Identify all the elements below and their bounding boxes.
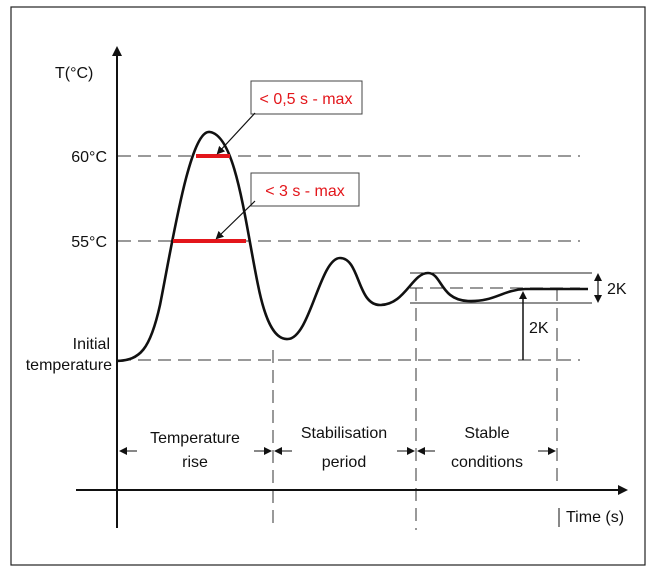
phase-stab-line1: Stabilisation (301, 425, 387, 442)
offset-label: 2K (529, 320, 549, 337)
callout-upper-text: < 0,5 s - max (260, 91, 353, 108)
label-initial-line1: Initial (73, 336, 110, 353)
callout-lower-box (250, 172, 360, 207)
y-axis-label: T(°C) (55, 65, 93, 82)
phase-stable-line1: Stable (464, 425, 509, 442)
callout-upper-pointer (216, 112, 256, 155)
label-55c: 55°C (71, 234, 107, 251)
callout-lower-text: < 3 s - max (265, 183, 345, 200)
x-axis-label: Time (s) (566, 509, 624, 526)
diagram-frame (10, 6, 646, 566)
callout-lower-pointer (215, 200, 256, 240)
phase-stable-line2: conditions (451, 454, 523, 471)
phase-rise-line1: Temperature (150, 430, 240, 447)
tolerance-band (410, 272, 592, 304)
temperature-curve (116, 130, 588, 363)
phase-stab-line2: period (322, 454, 366, 471)
label-initial-line2: temperature (26, 357, 112, 374)
phase-rise-line2: rise (182, 454, 208, 471)
level-guides (118, 155, 580, 530)
band-label: 2K (607, 281, 627, 298)
label-60c: 60°C (71, 149, 107, 166)
callout-upper-box (250, 80, 363, 115)
